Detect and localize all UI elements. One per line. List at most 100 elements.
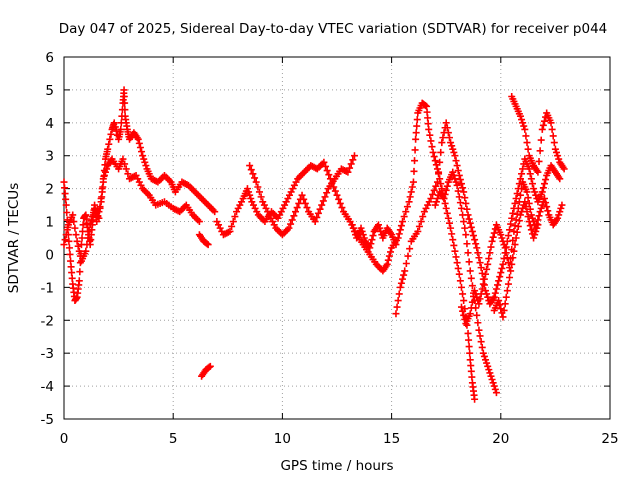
data-point	[83, 241, 91, 249]
data-point	[252, 178, 260, 186]
data-point	[478, 285, 486, 293]
data-point	[499, 260, 507, 268]
data-point	[84, 234, 92, 242]
data-point	[121, 106, 129, 114]
data-point	[526, 170, 534, 178]
data-point	[136, 144, 144, 151]
data-point	[295, 199, 303, 207]
data-point	[461, 224, 469, 232]
data-point	[95, 214, 103, 222]
data-point	[471, 395, 479, 403]
data-point	[206, 362, 214, 370]
data-point	[403, 203, 411, 211]
data-point	[550, 139, 558, 147]
data-point	[465, 215, 473, 223]
data-point	[62, 201, 70, 209]
data-point	[501, 244, 509, 252]
data-point	[528, 180, 536, 188]
data-point	[451, 247, 459, 255]
data-point	[105, 140, 113, 148]
data-point	[394, 297, 402, 305]
y-axis-ticks: -5 -4 -3 -2 -1 0 1 2 3 4 5 6	[41, 50, 610, 428]
data-point	[484, 362, 492, 370]
data-point	[411, 157, 419, 165]
data-point	[75, 247, 83, 255]
data-point	[524, 194, 532, 202]
data-point	[384, 256, 392, 264]
data-point	[338, 204, 346, 212]
data-point	[405, 198, 413, 206]
data-point	[503, 287, 511, 295]
data-point	[507, 220, 515, 228]
data-point	[506, 273, 514, 281]
data-point	[514, 222, 522, 230]
y-tick-label: -5	[41, 412, 54, 428]
data-point	[450, 148, 458, 156]
data-point	[524, 213, 532, 221]
data-point	[406, 193, 414, 201]
data-point	[530, 234, 538, 242]
data-point	[285, 224, 293, 232]
y-tick-label: 5	[45, 83, 54, 99]
data-point	[466, 219, 474, 227]
data-point	[441, 199, 449, 207]
data-point	[112, 127, 120, 135]
data-point	[487, 243, 495, 251]
data-point	[141, 158, 149, 166]
data-point	[521, 125, 529, 133]
data-point	[507, 267, 515, 275]
data-point	[455, 270, 463, 278]
data-point	[523, 139, 531, 147]
data-point	[474, 249, 482, 257]
series-trace-5	[213, 99, 479, 403]
data-point	[552, 148, 560, 156]
data-point	[540, 117, 548, 125]
data-point	[99, 175, 107, 183]
data-point	[349, 224, 357, 232]
data-point	[471, 287, 479, 295]
data-point	[492, 285, 500, 293]
data-point	[117, 125, 125, 133]
data-point	[556, 175, 564, 183]
data-point	[409, 178, 417, 186]
data-point	[556, 208, 564, 216]
data-point	[104, 145, 112, 153]
data-point	[348, 221, 356, 229]
data-point	[406, 245, 414, 253]
data-point	[484, 260, 492, 268]
data-point	[301, 199, 309, 207]
data-point	[101, 168, 109, 176]
data-point	[395, 290, 403, 298]
data-point	[142, 162, 150, 170]
data-point	[455, 193, 463, 201]
data-point	[394, 234, 402, 242]
data-point	[495, 277, 503, 285]
y-tick-label: -2	[41, 313, 54, 329]
data-point	[323, 167, 331, 175]
data-point	[401, 267, 409, 275]
data-point	[491, 385, 499, 393]
data-point	[531, 188, 539, 196]
data-point	[521, 198, 529, 206]
data-point	[542, 199, 550, 207]
data-point	[519, 165, 527, 173]
data-point	[205, 363, 213, 371]
data-point	[316, 205, 324, 213]
data-point	[482, 270, 490, 278]
data-point	[314, 209, 322, 217]
data-point	[508, 214, 516, 222]
y-tick-label: -3	[41, 346, 54, 362]
data-point	[429, 148, 437, 156]
data-point	[452, 178, 460, 186]
data-point	[431, 157, 439, 165]
data-point	[494, 281, 502, 289]
data-point	[313, 213, 321, 221]
data-point	[533, 224, 541, 232]
data-point	[413, 122, 421, 130]
data-point	[516, 211, 524, 219]
data-point	[460, 297, 468, 305]
data-point	[399, 275, 407, 283]
data-point	[303, 204, 311, 212]
data-point	[525, 218, 533, 226]
data-point	[399, 218, 407, 226]
